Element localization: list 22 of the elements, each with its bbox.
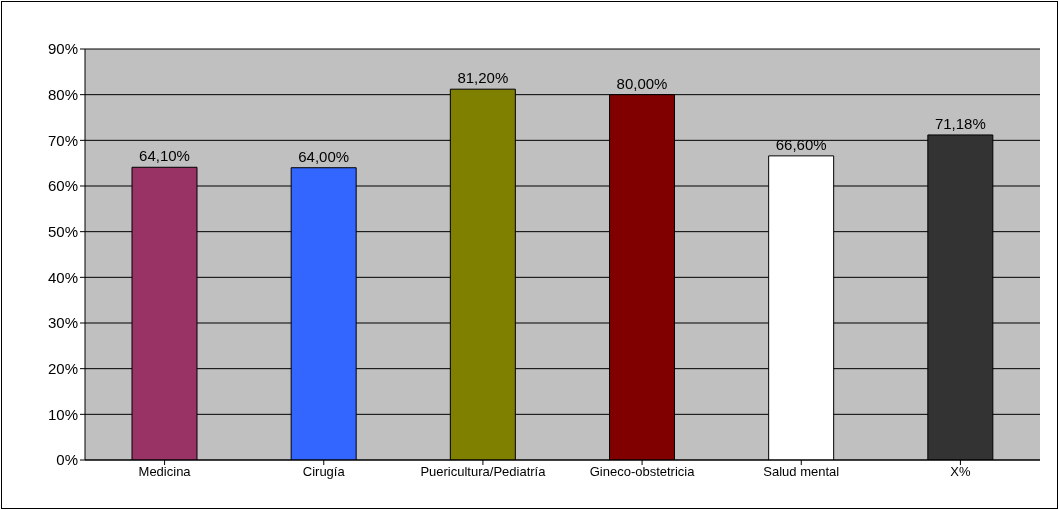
y-tick-label: 80% <box>47 85 78 103</box>
y-tick-label: 30% <box>47 314 78 332</box>
y-tick-label: 40% <box>47 268 78 286</box>
data-label: 66,60% <box>775 135 827 153</box>
y-tick-label: 60% <box>47 177 78 195</box>
y-tick-label: 90% <box>47 40 78 58</box>
data-label: 64,10% <box>139 147 190 165</box>
x-tick-label: Medicina <box>138 464 192 480</box>
x-tick-label: Puericultura/Pediatría <box>420 464 547 480</box>
x-tick-label: X% <box>950 464 971 480</box>
y-tick-label: 20% <box>47 359 78 377</box>
x-tick-label: Cirugía <box>302 464 346 480</box>
data-label: 71,18% <box>934 114 986 132</box>
x-tick-label: Salud mental <box>763 464 840 480</box>
y-tick-label: 70% <box>47 131 78 149</box>
x-tick-label: Gineco-obstetricia <box>589 464 696 480</box>
data-label: 64,00% <box>298 147 350 165</box>
y-tick-label: 10% <box>47 405 78 423</box>
data-label: 81,20% <box>457 69 509 87</box>
data-label: 80,00% <box>616 74 668 92</box>
y-tick-label: 0% <box>56 451 78 469</box>
y-tick-label: 50% <box>47 222 78 240</box>
